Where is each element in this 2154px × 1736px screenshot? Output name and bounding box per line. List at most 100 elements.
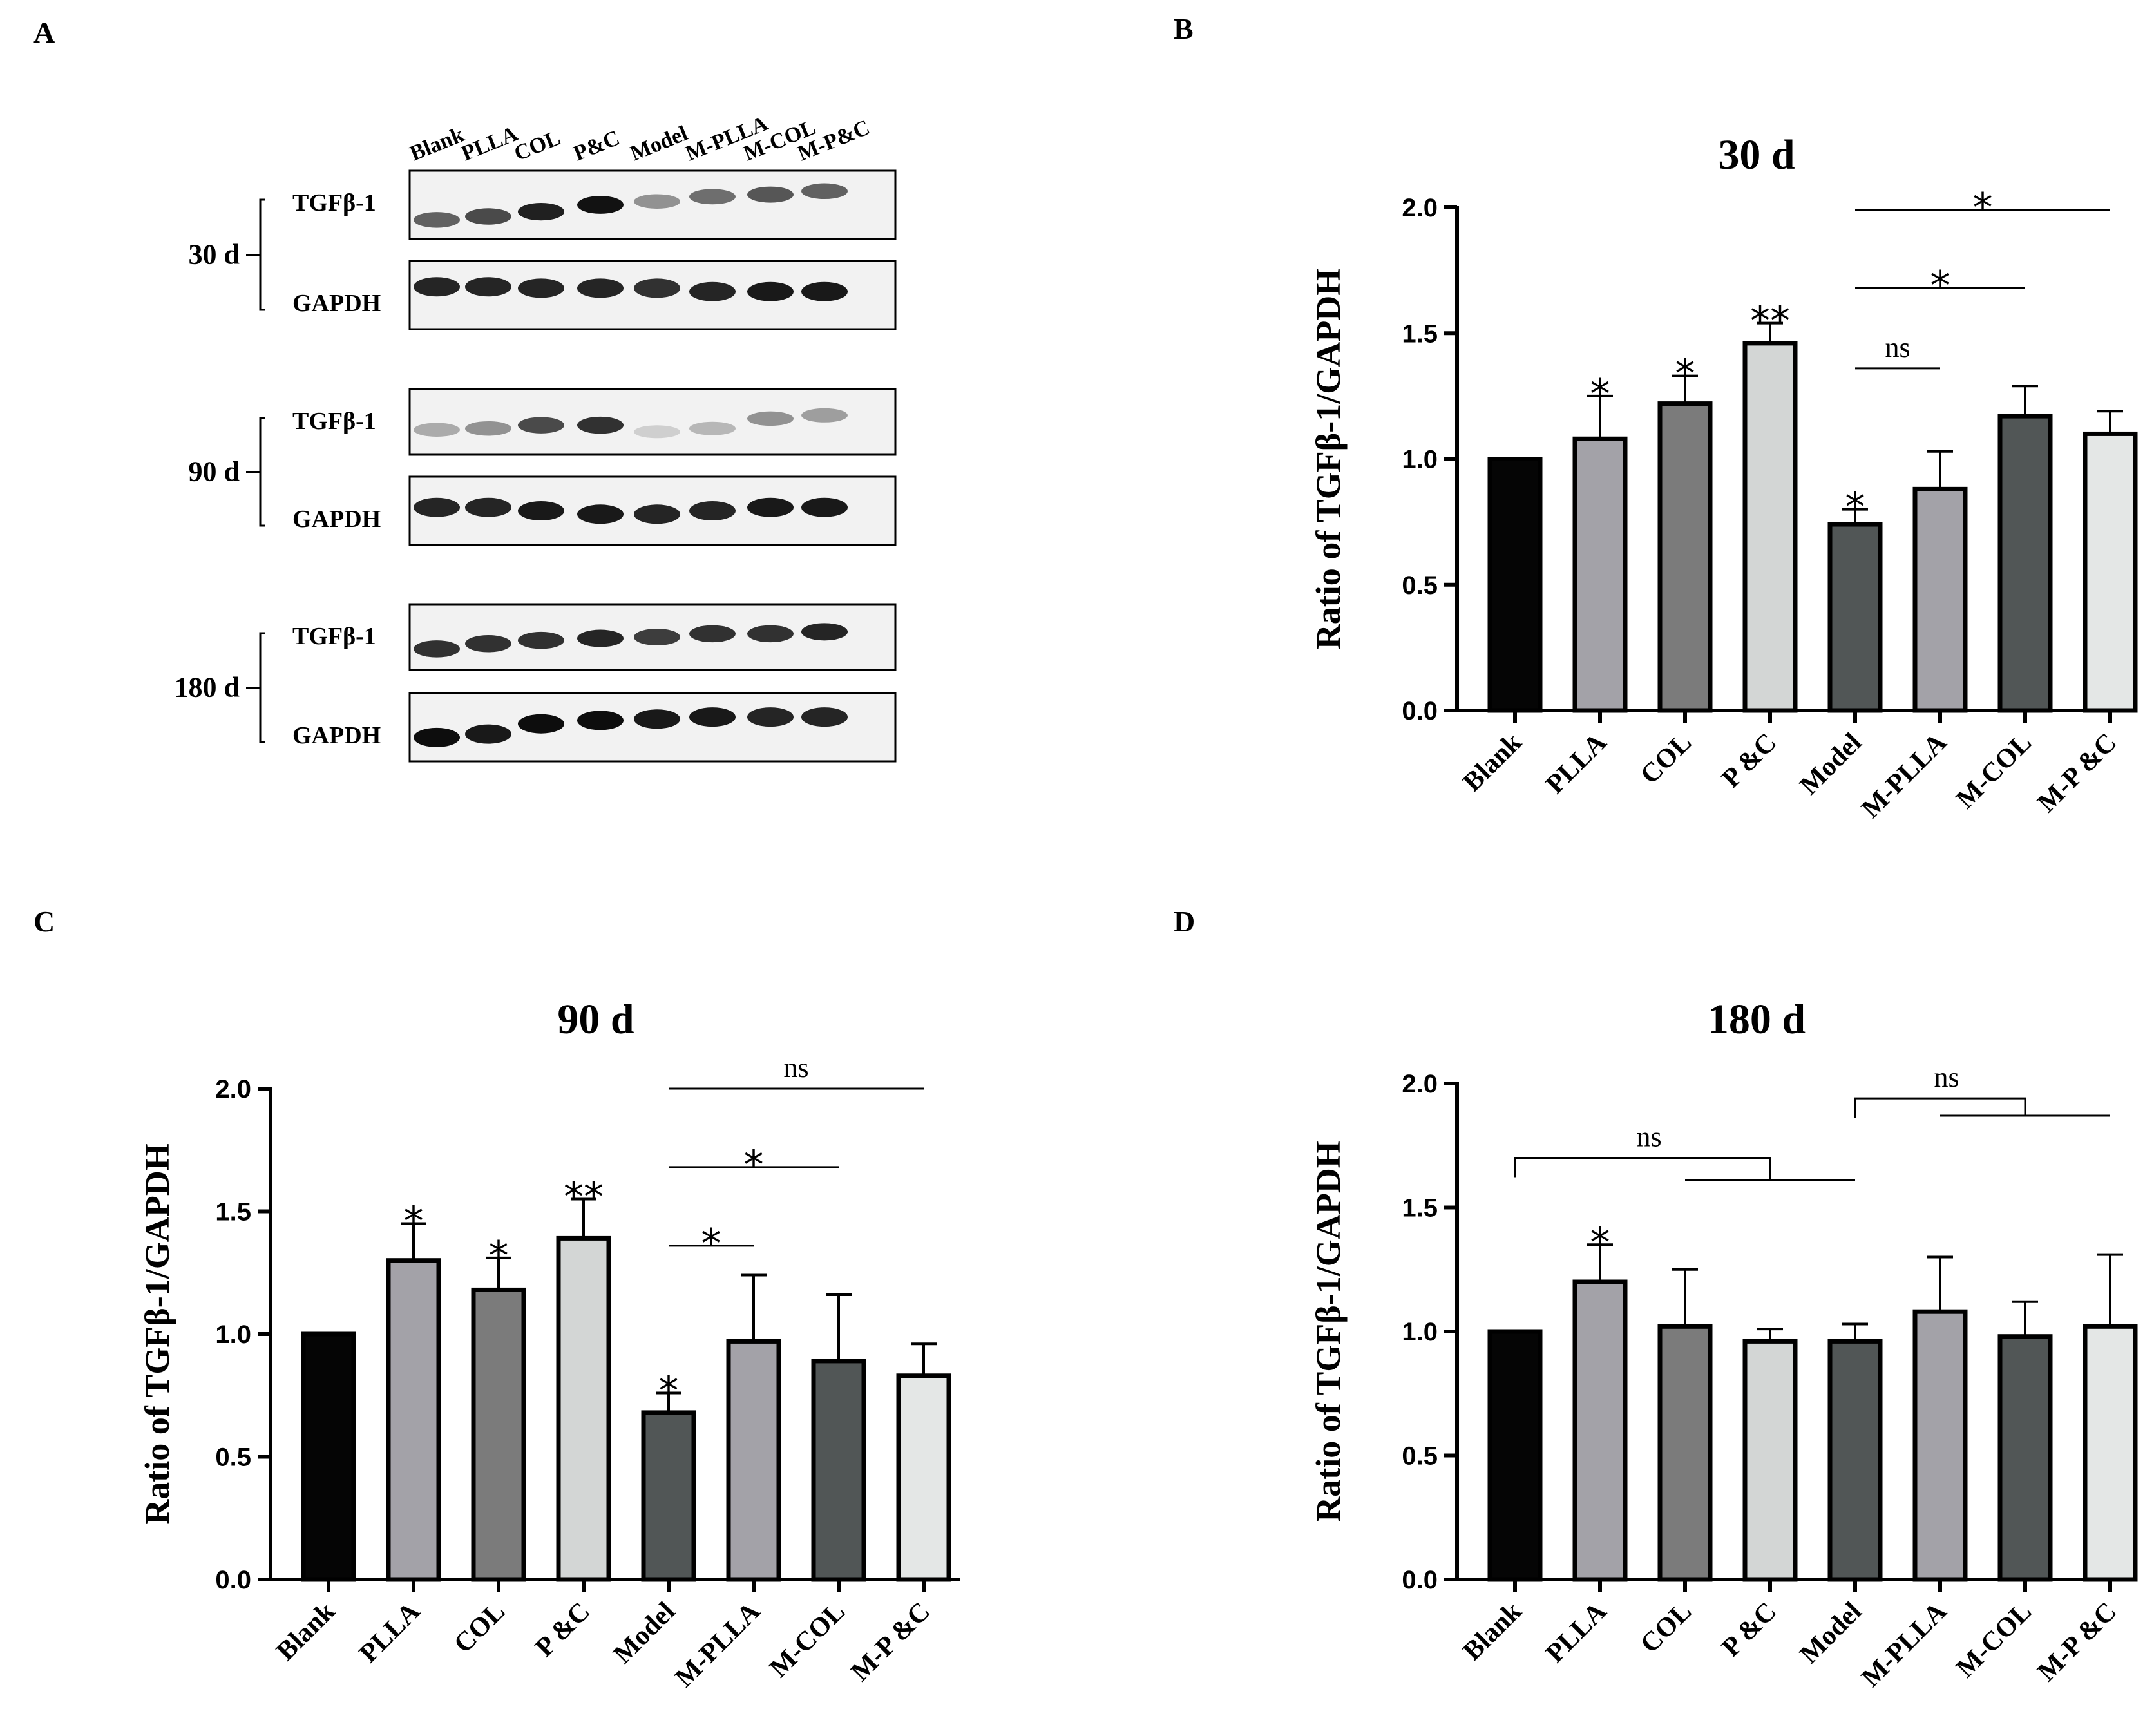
blot-band xyxy=(634,629,680,645)
comparison-label: ns xyxy=(1636,1121,1661,1153)
bar xyxy=(811,1359,866,1582)
chart-title: 180 d xyxy=(1708,996,1806,1043)
blot-band xyxy=(518,417,564,434)
x-tick-label: COL xyxy=(1635,1597,1697,1659)
blot-band xyxy=(801,281,848,301)
bar xyxy=(301,1331,356,1582)
x-tick-label: Model xyxy=(1795,728,1867,801)
timepoint-bracket xyxy=(259,632,265,743)
x-tick-label: M-COL xyxy=(1950,728,2037,815)
y-tick-label: 2.0 xyxy=(1402,194,1438,222)
bar-chart-180d: 180 d Ratio of TGFβ-1/GAPDH 0.0 0.5 1.0 1.5 2.… xyxy=(1309,996,2138,1693)
blot-band xyxy=(414,727,460,747)
timepoint-bracket xyxy=(259,198,265,311)
bar-significance: * xyxy=(1845,484,1865,531)
blot-band xyxy=(518,714,564,734)
x-tick-label: M-P &C xyxy=(846,1597,937,1688)
x-tick-label: M-P &C xyxy=(2032,728,2123,819)
blot-band xyxy=(465,277,511,297)
bar-significance: ** xyxy=(1750,298,1790,345)
blot-band xyxy=(577,196,624,214)
bar-significance: * xyxy=(659,1367,679,1414)
blot-band xyxy=(689,707,736,727)
blot-band xyxy=(801,183,848,200)
bar xyxy=(1572,1279,1628,1582)
bar xyxy=(726,1339,781,1582)
blot-band xyxy=(689,281,736,301)
bar xyxy=(1827,1339,1883,1582)
bar-significance: * xyxy=(404,1198,424,1245)
bar xyxy=(1742,341,1798,713)
bar xyxy=(896,1373,951,1582)
blot-band xyxy=(747,497,794,517)
x-tick-label: PLLA xyxy=(1540,727,1612,799)
x-tick-label: PLLA xyxy=(354,1596,426,1668)
bar xyxy=(2083,1324,2138,1582)
x-tick-label: COL xyxy=(448,1597,511,1659)
blot-band xyxy=(634,504,680,524)
x-tick-label: M-PLLA xyxy=(1856,1596,1952,1693)
blot-band xyxy=(747,707,794,727)
y-tick-label: 1.0 xyxy=(215,1321,251,1349)
blot-band xyxy=(414,640,460,658)
x-tick-label: Model xyxy=(1795,1597,1867,1670)
blot-band xyxy=(801,497,848,517)
blot-band xyxy=(577,504,624,524)
panel-letter-b: B xyxy=(1174,12,1194,45)
comparison-label: * xyxy=(1973,184,1993,231)
bar xyxy=(471,1287,526,1582)
blot-band xyxy=(689,625,736,643)
blot-band xyxy=(518,631,564,649)
blot-band xyxy=(465,421,511,436)
bar xyxy=(641,1410,696,1582)
bar xyxy=(386,1258,441,1582)
bar xyxy=(1742,1339,1798,1582)
bar-chart-90d: 90 d Ratio of TGFβ-1/GAPDH 0.0 0.5 1.0 1.5 2.0… xyxy=(138,996,960,1693)
comparison-bracket xyxy=(1854,1097,2026,1118)
x-tick-label: M-PLLA xyxy=(1856,727,1952,824)
x-tick-label: Blank xyxy=(271,1596,341,1666)
chart-title: 90 d xyxy=(557,996,634,1043)
lane-label: P&C xyxy=(570,126,623,166)
x-tick-label: M-COL xyxy=(764,1597,851,1684)
panel-letter-d: D xyxy=(1174,905,1195,938)
blot-band xyxy=(577,629,624,647)
y-tick-label: 1.0 xyxy=(1402,446,1438,474)
blot-band xyxy=(689,189,736,205)
protein-label: TGFβ-1 xyxy=(292,189,376,216)
blot-band xyxy=(801,707,848,727)
blot-band xyxy=(689,421,736,435)
x-tick-label: P &C xyxy=(1716,728,1782,794)
blot-band xyxy=(465,724,511,744)
blot-band xyxy=(634,709,680,729)
x-tick-label: COL xyxy=(1635,728,1697,790)
x-tick-label: M-COL xyxy=(1950,1597,2037,1684)
y-tick-label: 1.5 xyxy=(1402,320,1438,348)
blot-band xyxy=(518,203,564,221)
y-tick-label: 2.0 xyxy=(215,1075,251,1103)
blot-band xyxy=(518,278,564,298)
blot-band xyxy=(689,501,736,520)
chart-title: 30 d xyxy=(1718,131,1795,178)
protein-label: TGFβ-1 xyxy=(292,623,376,650)
blot-band xyxy=(634,425,680,439)
x-tick-label: M-P &C xyxy=(2032,1597,2123,1688)
y-tick-label: 2.0 xyxy=(1402,1070,1438,1098)
protein-label: GAPDH xyxy=(292,506,381,533)
blot-band xyxy=(465,208,511,225)
y-tick-label: 0.5 xyxy=(1402,1442,1438,1471)
comparison-label: ns xyxy=(1885,332,1910,363)
bar xyxy=(1657,401,1713,713)
bar xyxy=(1912,486,1968,713)
blot-band xyxy=(518,501,564,520)
blot-band xyxy=(465,497,511,517)
bar-significance: ** xyxy=(564,1173,604,1220)
bar-significance: * xyxy=(489,1232,509,1279)
x-tick-label: Blank xyxy=(1458,727,1528,797)
protein-label: GAPDH xyxy=(292,722,381,749)
blot-band xyxy=(747,281,794,301)
comparison-label: * xyxy=(1930,262,1950,309)
y-tick-label: 0.5 xyxy=(215,1444,251,1472)
